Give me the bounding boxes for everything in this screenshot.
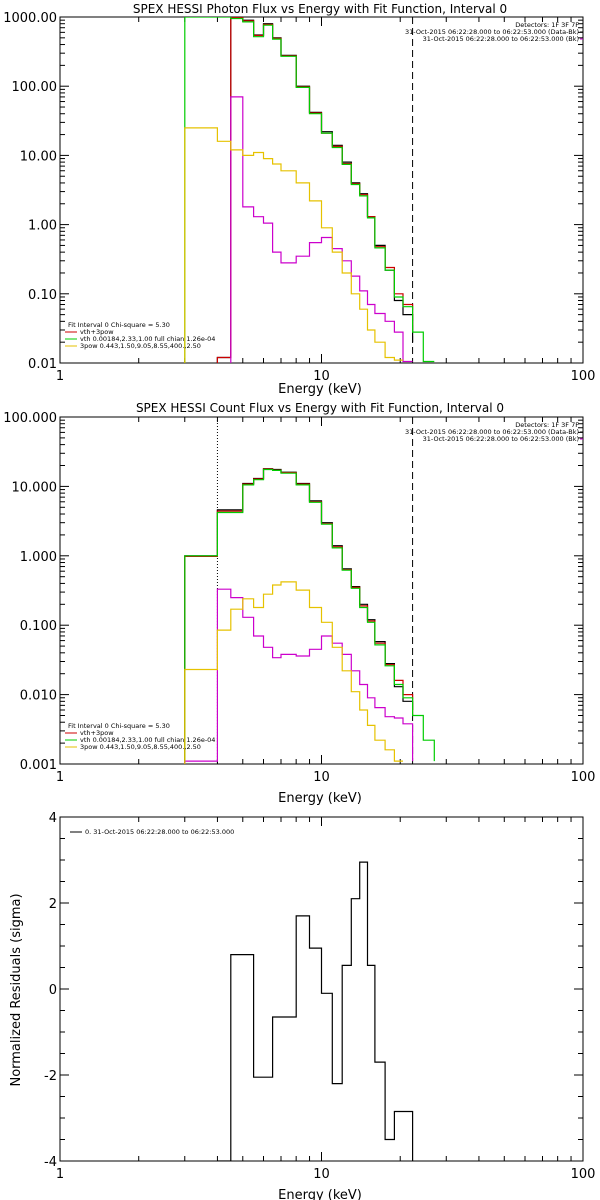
y-tick-label: 0 — [49, 983, 57, 998]
fit-legend-line: vth+3pow — [80, 328, 114, 336]
y-tick-label: 0.001 — [20, 758, 57, 773]
series-line-3 — [184, 588, 414, 764]
y-tick-label: 10.00 — [20, 149, 57, 164]
info-line: 31-Oct-2015 06:22:28.000 to 06:22:53.000… — [423, 435, 579, 443]
y-tick-label: 0.100 — [20, 619, 57, 634]
y-tick-label: -4 — [44, 1155, 57, 1170]
series-line-4 — [184, 127, 403, 363]
fit-legend-line: Fit Interval 0 Chi-square = 5.30 — [68, 321, 170, 329]
info-line: 31-Oct-2015 06:22:28.000 to 06:22:53.000… — [423, 35, 579, 43]
fit-legend-line: vth 0.00184,2.33,1.00 full chian 1.26e-0… — [80, 736, 215, 744]
y-tick-label: 0.010 — [20, 689, 57, 704]
y-tick-label: 1.000 — [20, 550, 57, 565]
info-line: Detectors: 1F 3F 7F — [515, 421, 579, 429]
series-line-4 — [184, 581, 403, 764]
y-tick-label: 4 — [49, 811, 57, 826]
fit-legend-line: vth+3pow — [80, 729, 114, 737]
fit-legend-line: vth 0.00184,2.33,1.00 full chian 1.26e-0… — [80, 335, 215, 343]
x-tick-label: 10 — [313, 1167, 330, 1182]
info-line: Detectors: 1F 3F 7F — [515, 21, 579, 29]
photon-flux-panel: SPEX HESSI Photon Flux vs Energy with Fi… — [3, 2, 595, 397]
y-tick-label: 10.000 — [12, 480, 58, 495]
x-tick-label: 1 — [56, 369, 64, 384]
x-tick-label: 1 — [56, 1167, 64, 1182]
y-tick-label: 0.01 — [28, 357, 57, 372]
panel-title: SPEX HESSI Count Flux vs Energy with Fit… — [136, 401, 504, 415]
x-tick-label: 100 — [571, 1167, 596, 1182]
info-line: 31-Oct-2015 06:22:28.000 to 06:22:53.000… — [405, 28, 579, 36]
residuals-panel: Energy (keV) Normalized Residuals (sigma… — [9, 811, 595, 1200]
x-tick-label: 1 — [56, 770, 64, 785]
series-line-3 — [216, 96, 413, 363]
x-axis-label: Energy (keV) — [278, 1188, 362, 1200]
y-tick-label: 100.000 — [3, 411, 57, 426]
y-tick-label: 100.00 — [12, 80, 58, 95]
y-axis-label: Normalized Residuals (sigma) — [9, 893, 24, 1086]
x-tick-label: 10 — [313, 369, 330, 384]
panel-title: SPEX HESSI Photon Flux vs Energy with Fi… — [133, 2, 507, 16]
residual-legend-label: 0. 31-Oct-2015 06:22:28.000 to 06:22:53.… — [85, 828, 234, 836]
y-tick-label: 2 — [49, 897, 57, 912]
y-tick-label: 1.00 — [28, 219, 57, 234]
x-axis-label: Energy (keV) — [278, 382, 362, 397]
series-line-0 — [217, 861, 414, 1161]
y-tick-label: 0.10 — [28, 288, 57, 303]
info-line: 31-Oct-2015 06:22:28.000 to 06:22:53.000… — [405, 428, 579, 436]
y-tick-label: 1000.00 — [3, 11, 57, 26]
fit-legend-line: 3pow 0.443,1.50,9.05,8.55,400.,2.50 — [80, 342, 201, 350]
x-tick-label: 100 — [571, 369, 596, 384]
x-tick-label: 10 — [313, 770, 330, 785]
series-line-2 — [184, 468, 435, 764]
x-tick-label: 100 — [571, 770, 596, 785]
series-line-2 — [184, 17, 435, 363]
y-tick-label: -2 — [44, 1069, 57, 1084]
x-axis-label: Energy (keV) — [278, 791, 362, 806]
count-flux-panel: SPEX HESSI Count Flux vs Energy with Fit… — [3, 401, 595, 806]
fit-legend-line: Fit Interval 0 Chi-square = 5.30 — [68, 722, 170, 730]
fit-legend-line: 3pow 0.443,1.50,9.05,8.55,400.,2.50 — [80, 743, 201, 751]
